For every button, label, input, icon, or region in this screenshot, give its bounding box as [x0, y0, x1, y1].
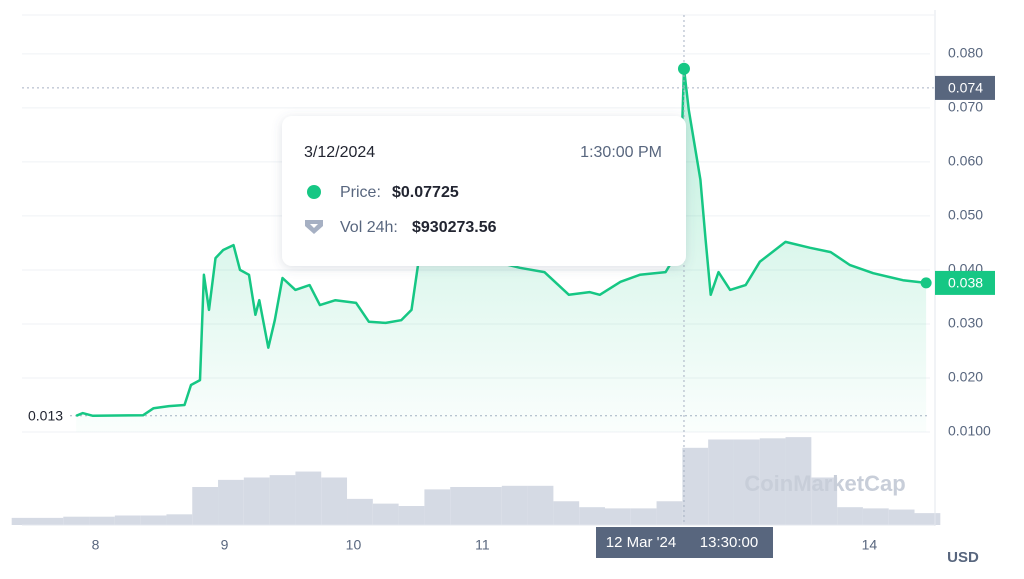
- tooltip-volume-icon-inner: [310, 224, 318, 228]
- tooltip-date: 3/12/2024: [304, 144, 375, 161]
- volume-bar: [37, 517, 64, 525]
- volume-bar: [218, 479, 244, 525]
- crosshair-date-label: 12 Mar '24: [606, 534, 676, 551]
- volume-bar: [837, 507, 863, 525]
- y-tick-label: 0.060: [948, 153, 983, 169]
- volume-layer: [11, 437, 941, 525]
- volume-bar: [347, 498, 373, 525]
- volume-bar: [166, 514, 193, 525]
- tooltip-price-label: Price:: [340, 184, 381, 201]
- crosshair-y-box: [935, 75, 995, 100]
- x-tick-label: 10: [346, 537, 362, 553]
- y-tick-label: 0.070: [948, 99, 983, 115]
- volume-bar: [733, 439, 760, 525]
- x-tick-label: 8: [92, 537, 100, 553]
- volume-bar: [321, 477, 348, 525]
- volume-bar: [785, 437, 812, 525]
- last-price-box: [935, 270, 995, 295]
- volume-bar: [192, 487, 219, 525]
- x-tick-label: 11: [475, 537, 490, 553]
- volume-bar: [759, 438, 786, 525]
- volume-bar: [553, 501, 580, 525]
- volume-bar: [579, 507, 605, 525]
- volume-bar: [89, 516, 115, 525]
- volume-bar: [476, 487, 502, 525]
- price-line: [75, 67, 927, 418]
- open-label: 0.013: [28, 407, 63, 423]
- x-tick-label: 9: [221, 537, 229, 553]
- tooltip-volume: $930273.56: [412, 219, 497, 236]
- y-tick-label: 0.020: [948, 369, 983, 385]
- crosshair-time-label: 13:30:00: [700, 534, 758, 551]
- volume-bar: [811, 477, 838, 525]
- volume-bar: [708, 439, 734, 525]
- tooltip-time: 1:30:00 PM: [580, 144, 662, 161]
- volume-bar: [424, 489, 451, 525]
- y-tick-label: 0.0100: [948, 423, 991, 439]
- y-tick-label: 0.030: [948, 315, 983, 331]
- volume-bar: [862, 508, 889, 525]
- volume-bar: [630, 508, 657, 525]
- volume-bar: [11, 517, 38, 525]
- volume-bar: [243, 477, 270, 525]
- last-price-label: 0.038: [948, 275, 983, 291]
- watermark: CoinMarketCap: [744, 471, 905, 496]
- tooltip-box: [282, 116, 686, 266]
- x-tick-label: 14: [862, 537, 878, 553]
- price-area: [76, 68, 927, 432]
- volume-bar: [269, 475, 296, 525]
- volume-bar: [656, 501, 683, 525]
- volume-bar: [604, 508, 631, 525]
- volume-bar: [888, 509, 915, 525]
- volume-bar: [63, 516, 90, 525]
- volume-bar: [527, 485, 554, 525]
- currency: USD: [947, 549, 979, 566]
- tooltip-volume-label: Vol 24h:: [340, 219, 398, 236]
- volume-bar: [914, 513, 941, 525]
- volume-bar: [372, 503, 399, 525]
- overlay-layer: 0.074 12 Mar '24 13:30:00 0.038: [22, 15, 995, 558]
- y-tick-label: 0.080: [948, 45, 983, 61]
- tooltip: 3/12/2024 1:30:00 PM Price: $0.07725 Vol…: [282, 116, 686, 266]
- hover-point: [677, 62, 690, 75]
- volume-bar: [140, 515, 167, 525]
- tooltip-price: $0.07725: [392, 184, 459, 201]
- plot-layer: 0.013: [28, 67, 930, 432]
- last-point: [920, 277, 932, 289]
- crosshair-x-box: [596, 527, 773, 558]
- volume-bar: [450, 487, 476, 525]
- y-tick-label: 0.050: [948, 207, 983, 223]
- volume-bar: [398, 506, 425, 525]
- volume-bar: [501, 485, 528, 525]
- tooltip-price-icon: [307, 185, 321, 199]
- crosshair-y-label: 0.074: [948, 80, 983, 96]
- volume-bar: [114, 515, 141, 525]
- volume-bar: [682, 447, 709, 525]
- volume-bar: [295, 471, 322, 525]
